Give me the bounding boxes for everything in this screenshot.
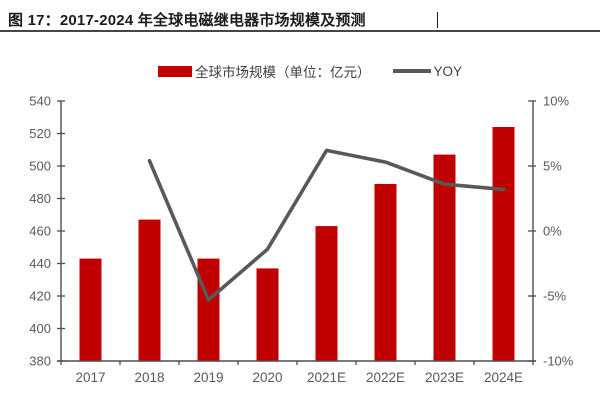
legend-line-swatch [392,69,431,73]
left-axis-label: 440 [29,256,51,271]
title-divider [0,30,600,32]
left-axis-label: 420 [29,289,51,304]
legend-label-market-size: 全球市场规模（单位：亿元） [195,65,371,80]
legend-label-yoy: YOY [433,63,463,79]
bar-2023E [433,154,456,361]
bar-2017 [79,258,102,361]
x-axis-label-2020: 2020 [252,370,282,385]
yoy-line [147,148,506,302]
left-axis-label: 520 [29,126,51,141]
bar-2019 [197,258,220,361]
chart-legend: 全球市场规模（单位：亿元） YOY [158,61,462,81]
figure-title: 图 17：2017-2024 年全球电磁继电器市场规模及预测 [8,12,366,29]
x-axis-label-2017: 2017 [75,370,105,385]
right-axis-label: -10% [543,354,574,369]
bar-2022E [374,183,397,361]
legend-item-market-size: 全球市场规模（单位：亿元） [158,61,371,81]
left-axis-label: 460 [29,224,51,239]
left-axis-label: 400 [29,321,51,336]
legend-item-yoy: YOY [392,63,463,79]
bar-2020 [256,268,279,361]
legend-bar-swatch [158,65,192,77]
x-axis-label-2024E: 2024E [484,370,523,385]
left-axis-label: 480 [29,191,51,206]
right-axis-label: 10% [543,94,569,109]
x-axis-label-2023E: 2023E [425,370,464,385]
right-axis-label: 0% [543,224,562,239]
text-cursor [437,12,438,28]
right-axis-label: 5% [543,159,562,174]
left-axis-label: 380 [29,354,51,369]
x-axis-label-2021E: 2021E [307,370,346,385]
right-axis-label: -5% [543,289,567,304]
left-axis-label: 500 [29,159,51,174]
bar-2018 [138,219,161,361]
bar-2021E [315,226,338,361]
left-axis-label: 540 [29,94,51,109]
x-axis-label-2022E: 2022E [366,370,405,385]
x-axis-label-2019: 2019 [193,370,223,385]
bar-2024E [492,127,515,361]
x-axis-label-2018: 2018 [134,370,164,385]
